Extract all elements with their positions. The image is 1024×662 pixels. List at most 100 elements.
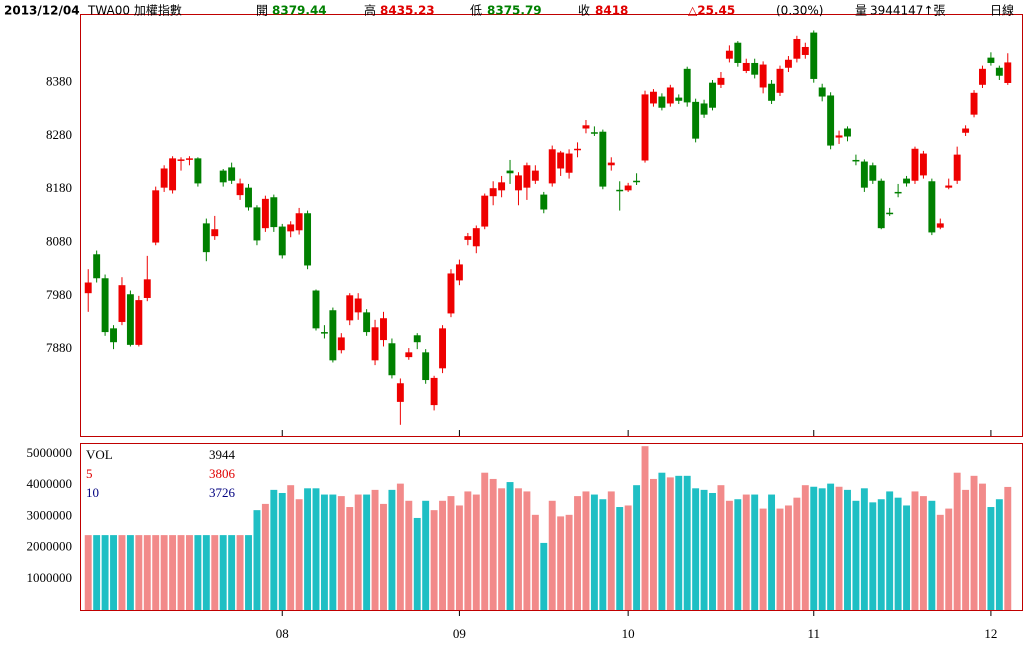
volume-bar — [818, 488, 826, 610]
candle-body — [616, 189, 624, 192]
candle-body — [574, 148, 581, 151]
volume-bar — [548, 500, 556, 610]
legend-value: 3944 — [209, 447, 236, 462]
candle-body — [548, 149, 556, 184]
volume-bar — [860, 488, 868, 610]
volume-bar — [675, 475, 683, 610]
vol-tick-label: 2000000 — [27, 539, 73, 554]
legend-label: 5 — [86, 466, 93, 481]
volume-bar — [489, 478, 497, 610]
y-tick-label: 7880 — [46, 340, 72, 355]
candle-body — [607, 162, 615, 166]
candle-body — [658, 96, 666, 108]
volume-bar — [422, 500, 430, 610]
candle-body — [515, 175, 522, 191]
volume-bar — [405, 500, 413, 610]
volume-bar — [742, 494, 750, 610]
volume-bar — [439, 500, 447, 610]
x-tick-label: 08 — [276, 626, 289, 641]
volume-bar — [472, 494, 480, 610]
volume-bar — [498, 488, 506, 610]
volume-bar — [590, 494, 598, 610]
volume-bar — [894, 497, 902, 610]
candle-body — [363, 312, 371, 333]
candle-body — [683, 68, 691, 103]
candle-body — [911, 148, 919, 181]
volume-bar — [1004, 486, 1012, 610]
volume-bar — [784, 505, 792, 610]
candle-body — [776, 68, 784, 93]
volume-bar — [844, 489, 851, 610]
candle-body — [894, 191, 902, 194]
header-text: 8375.79 — [487, 4, 542, 18]
candle-body — [346, 295, 354, 321]
candle-body — [624, 185, 632, 191]
candle-body — [354, 298, 362, 313]
candle-body — [380, 318, 387, 341]
header-text: 8418 — [595, 4, 628, 18]
volume-bar — [219, 535, 227, 610]
volume-bar — [337, 496, 345, 610]
candle-body — [481, 195, 489, 227]
candle-body — [641, 94, 649, 161]
candle-body — [295, 213, 303, 231]
candle-body — [261, 198, 269, 229]
volume-bar — [304, 488, 312, 610]
volume-bar — [919, 496, 927, 610]
candle-body — [962, 128, 970, 133]
volume-bar — [169, 535, 177, 610]
volume-bar — [211, 535, 219, 610]
candle-body — [447, 273, 455, 314]
header: 2013/12/04 TWA00 加權指數 開 8379.44 高 8435.23 低 837… — [4, 3, 1014, 18]
candle-body — [236, 183, 244, 196]
volume-bar — [709, 492, 716, 610]
volume-bar — [118, 535, 126, 610]
header-text: 高 — [364, 3, 376, 18]
candle-body — [413, 335, 421, 343]
volume-bar — [388, 489, 396, 610]
candle-body — [844, 128, 851, 137]
legend-label: 10 — [86, 485, 99, 500]
volume-bar — [135, 535, 143, 610]
volume-bar — [506, 482, 514, 610]
y-tick-label: 8380 — [46, 74, 72, 89]
candle-body — [110, 328, 117, 343]
volume-bar — [692, 488, 700, 610]
candle-body — [919, 153, 927, 176]
x-tick-label: 11 — [807, 626, 820, 641]
volume-bar — [143, 535, 151, 610]
candle-body — [557, 152, 565, 169]
candle-body — [979, 68, 986, 85]
candle-body — [101, 278, 109, 333]
candle-body — [371, 327, 379, 361]
candle-body — [742, 62, 750, 71]
candle-body — [945, 185, 953, 188]
candle-body — [734, 42, 742, 63]
candle-body — [675, 97, 683, 101]
candle-body — [531, 170, 539, 181]
volume-bar — [624, 505, 632, 610]
candle-body — [987, 57, 995, 63]
candle-body — [692, 101, 700, 139]
volume-bar — [152, 535, 160, 610]
candle-body — [768, 83, 776, 101]
volume-bar — [810, 486, 818, 610]
volume-bar — [110, 535, 117, 610]
header-text: 低 — [470, 4, 482, 18]
candle-body — [852, 159, 860, 162]
volume-bar — [574, 496, 581, 610]
header-text: 收 — [578, 4, 590, 18]
volume-bar — [666, 477, 674, 610]
x-tick-label: 09 — [453, 626, 466, 641]
volume-bar — [270, 489, 278, 610]
volume-bar — [827, 483, 835, 610]
volume-bar — [557, 516, 565, 610]
volume-bar — [320, 494, 328, 610]
volume-bar — [911, 491, 919, 610]
volume-bar — [531, 514, 539, 610]
candle-body — [430, 377, 438, 406]
volume-bar — [464, 491, 472, 610]
candle-body — [135, 300, 143, 345]
candle-body — [185, 158, 193, 160]
volume-bar — [160, 535, 168, 610]
